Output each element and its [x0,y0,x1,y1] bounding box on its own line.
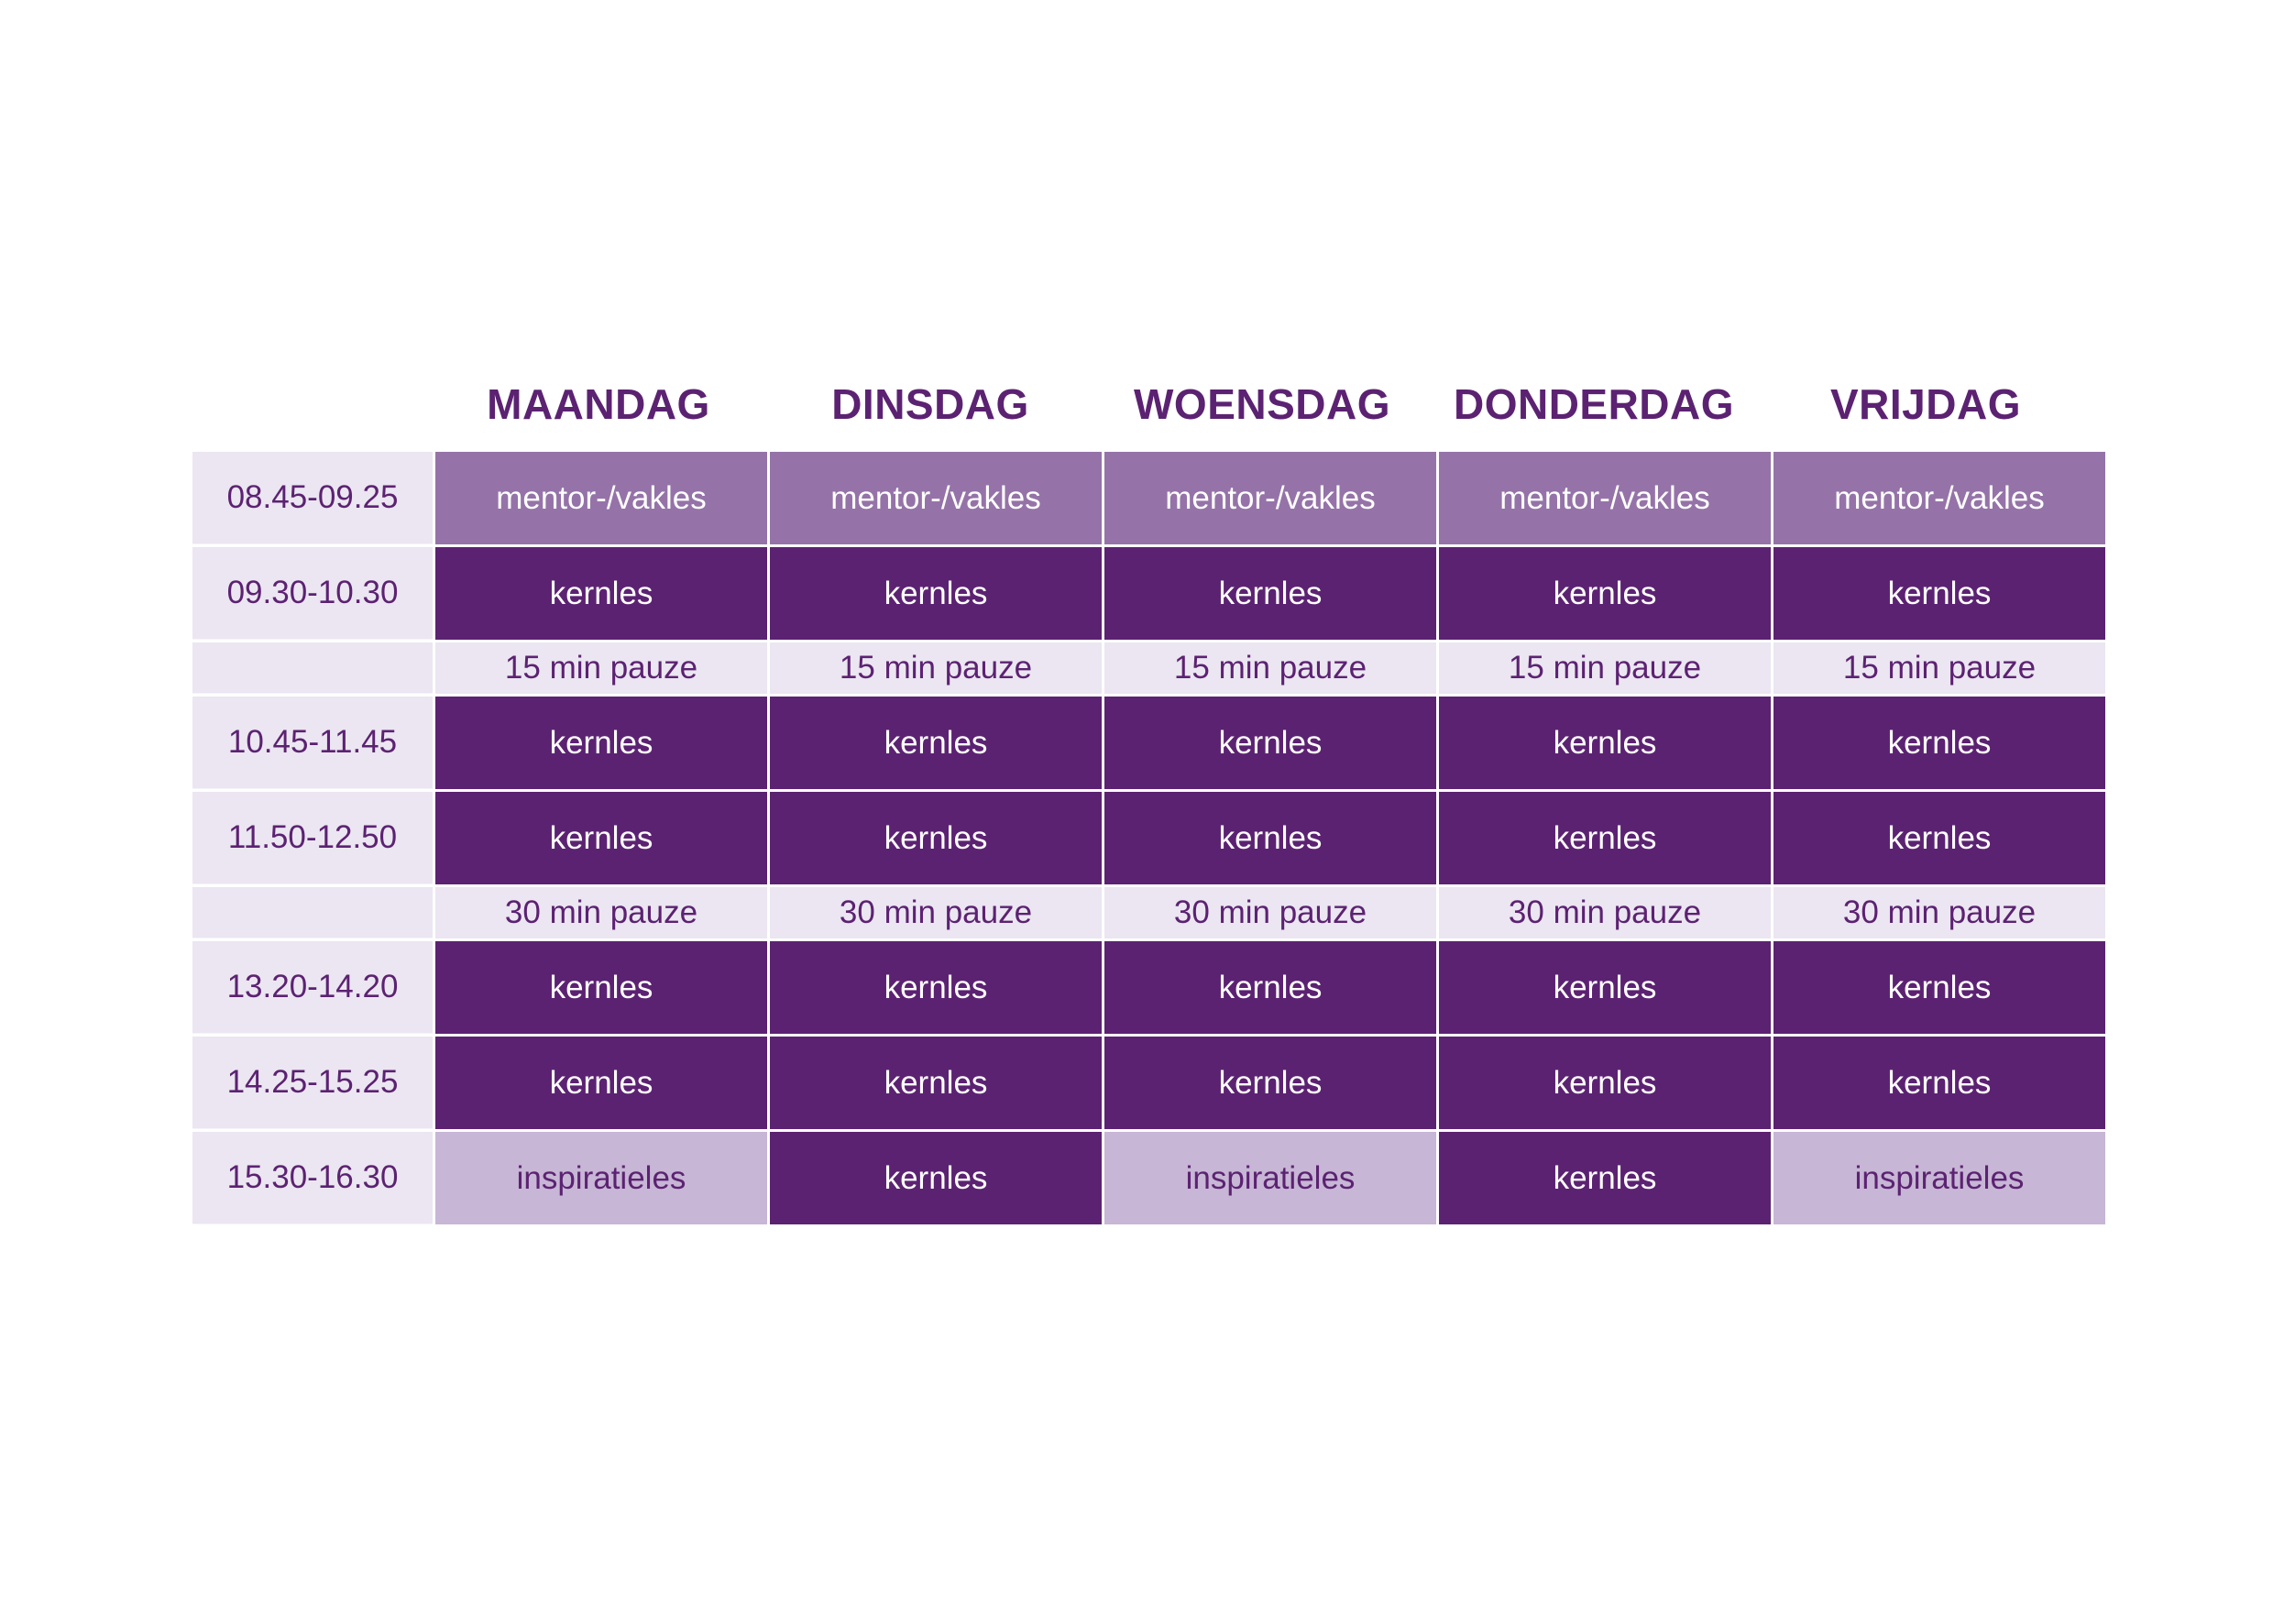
schedule-cell-mentor: mentor-/vakles [1773,452,2105,544]
schedule-cell-kern: kernles [1773,941,2105,1034]
time-slot-label [192,642,433,694]
day-header-row: MAANDAG DINSDAG WOENSDAG DONDERDAG VRIJD… [192,367,2094,449]
schedule-cell-pause: 30 min pauze [435,887,767,938]
schedule-cell-kern: kernles [1439,547,1771,640]
schedule-cell-pause: 30 min pauze [770,887,1102,938]
time-slot-label: 09.30-10.30 [192,547,433,640]
time-slot-label: 08.45-09.25 [192,452,433,544]
time-slot-label: 15.30-16.30 [192,1132,433,1224]
schedule-cell-pause: 30 min pauze [1104,887,1436,938]
schedule-cell-insp: inspiratieles [435,1132,767,1224]
schedule-cell-kern: kernles [435,697,767,789]
schedule-cell-kern: kernles [1773,1037,2105,1129]
lesson-row: 11.50-12.50 kernles kernles kernles kernles k… [192,789,2105,884]
schedule-cell-pause: 15 min pauze [1773,642,2105,694]
schedule-cell-insp: inspiratieles [1773,1132,2105,1224]
schedule-body: 08.45-09.25 mentor-/vakles mentor-/vakles m… [192,449,2105,1224]
lesson-row: 10.45-11.45 kernles kernles kernles kernles k… [192,694,2105,789]
schedule-cell-pause: 30 min pauze [1439,887,1771,938]
time-slot-label: 10.45-11.45 [192,697,433,789]
schedule-cell-kern: kernles [1104,1037,1436,1129]
schedule-cell-kern: kernles [1439,1132,1771,1224]
schedule-cell-kern: kernles [1104,697,1436,789]
schedule-cell-mentor: mentor-/vakles [770,452,1102,544]
schedule-cell-kern: kernles [1773,697,2105,789]
schedule-cell-mentor: mentor-/vakles [1104,452,1436,544]
schedule-cell-kern: kernles [1439,792,1771,884]
schedule-cell-kern: kernles [435,1037,767,1129]
schedule-cell-mentor: mentor-/vakles [435,452,767,544]
time-slot-label: 11.50-12.50 [192,792,433,884]
lesson-row: 15.30-16.30 inspiratieles kernles inspirati… [192,1129,2105,1224]
schedule-cell-kern: kernles [770,941,1102,1034]
schedule-cell-kern: kernles [770,792,1102,884]
time-slot-label: 13.20-14.20 [192,941,433,1034]
schedule-cell-kern: kernles [1104,547,1436,640]
schedule-cell-pause: 15 min pauze [1439,642,1771,694]
time-slot-label [192,887,433,938]
day-header-thursday: DONDERDAG [1453,380,1735,428]
lesson-row: 09.30-10.30 kernles kernles kernles kernles k… [192,544,2105,640]
schedule-cell-kern: kernles [435,792,767,884]
day-header-monday: MAANDAG [487,380,710,428]
schedule-cell-kern: kernles [1773,792,2105,884]
schedule-cell-kern: kernles [1104,792,1436,884]
schedule-cell-pause: 15 min pauze [435,642,767,694]
pause-row: 15 min pauze 15 min pauze 15 min pauze 15 m… [192,640,2105,694]
schedule-cell-pause: 30 min pauze [1773,887,2105,938]
day-header-tuesday: DINSDAG [831,380,1029,428]
schedule-cell-pause: 15 min pauze [770,642,1102,694]
weekly-schedule: MAANDAG DINSDAG WOENSDAG DONDERDAG VRIJD… [192,367,2105,1224]
schedule-cell-kern: kernles [770,1132,1102,1224]
schedule-cell-kern: kernles [435,547,767,640]
schedule-cell-kern: kernles [770,697,1102,789]
schedule-cell-kern: kernles [1439,1037,1771,1129]
schedule-cell-mentor: mentor-/vakles [1439,452,1771,544]
schedule-cell-pause: 15 min pauze [1104,642,1436,694]
schedule-cell-insp: inspiratieles [1104,1132,1436,1224]
schedule-cell-kern: kernles [1439,941,1771,1034]
lesson-row: 14.25-15.25 kernles kernles kernles kernles k… [192,1034,2105,1129]
schedule-cell-kern: kernles [770,547,1102,640]
lesson-row: 08.45-09.25 mentor-/vakles mentor-/vakles m… [192,449,2105,544]
schedule-cell-kern: kernles [1104,941,1436,1034]
time-slot-label: 14.25-15.25 [192,1037,433,1129]
schedule-cell-kern: kernles [1773,547,2105,640]
day-header-friday: VRIJDAG [1830,380,2021,428]
day-header-wednesday: WOENSDAG [1134,380,1390,428]
schedule-cell-kern: kernles [435,941,767,1034]
lesson-row: 13.20-14.20 kernles kernles kernles kernles k… [192,938,2105,1034]
header-corner [192,367,433,449]
schedule-cell-kern: kernles [1439,697,1771,789]
schedule-cell-kern: kernles [770,1037,1102,1129]
pause-row: 30 min pauze 30 min pauze 30 min pauze 30 m… [192,884,2105,938]
